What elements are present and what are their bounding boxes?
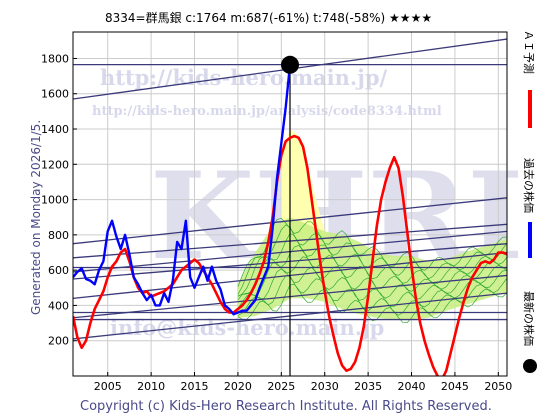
legend-item-past-price: 過去の株価 (522, 158, 536, 258)
watermark-url-main: http://kids-hero.main.jp/ (100, 65, 388, 90)
plot-inner (73, 32, 507, 376)
y-tick-label: 1800 (41, 52, 69, 65)
legend-label-past: 過去の株価 (522, 158, 536, 213)
chart-title: 8334=群馬銀 c:1764 m:687(-61%) t:748(-58%) … (105, 11, 432, 25)
latest-price-marker (281, 55, 299, 74)
y-tick-label: 1200 (41, 158, 69, 171)
legend: ＡＩ予測 過去の株価 最新の株価 (522, 30, 537, 373)
y-tick-label: 200 (48, 335, 69, 348)
x-tick-label: 2050 (484, 380, 512, 393)
y-tick-label: 800 (48, 229, 69, 242)
legend-item-ai-forecast: ＡＩ予測 (522, 30, 536, 128)
copyright: Copyright (c) Kids-Hero Research Institu… (80, 399, 492, 414)
watermark-url-analysis: http://kids-hero.main.jp/analysis/code83… (92, 104, 442, 119)
y-tick-label: 600 (48, 264, 69, 277)
x-tick-label: 2030 (311, 380, 339, 393)
x-tick-label: 2020 (224, 380, 252, 393)
x-tick-label: 2040 (398, 380, 426, 393)
legend-label-ai: ＡＩ予測 (522, 30, 536, 74)
forecast-band-line (237, 232, 507, 297)
ai-forecast-line (73, 134, 507, 376)
x-tick-label: 2035 (354, 380, 382, 393)
legend-swatch-latest (523, 359, 537, 373)
y-tick-label: 400 (48, 299, 69, 312)
y-tick-label: 1400 (41, 123, 69, 136)
y-tick-label: 1000 (41, 194, 69, 207)
x-tick-label: 2045 (441, 380, 469, 393)
plot-frame (72, 31, 508, 377)
x-tick-label: 2025 (267, 380, 295, 393)
forecast-band-line (237, 256, 507, 300)
legend-label-latest: 最新の株価 (522, 291, 536, 346)
generated-date: Generated on Monday 2026/1/5. (29, 120, 43, 315)
x-tick-label: 2010 (137, 380, 165, 393)
y-tick-label: 1600 (41, 88, 69, 101)
plot-area: 2005 2010 2015 2020 2025 2030 2035 2040 2045 2050… (41, 31, 512, 393)
x-tick-label: 2005 (94, 380, 122, 393)
legend-item-latest-price: 最新の株価 (522, 291, 537, 373)
past-price-line (73, 64, 292, 316)
x-tick-label: 2015 (181, 380, 209, 393)
